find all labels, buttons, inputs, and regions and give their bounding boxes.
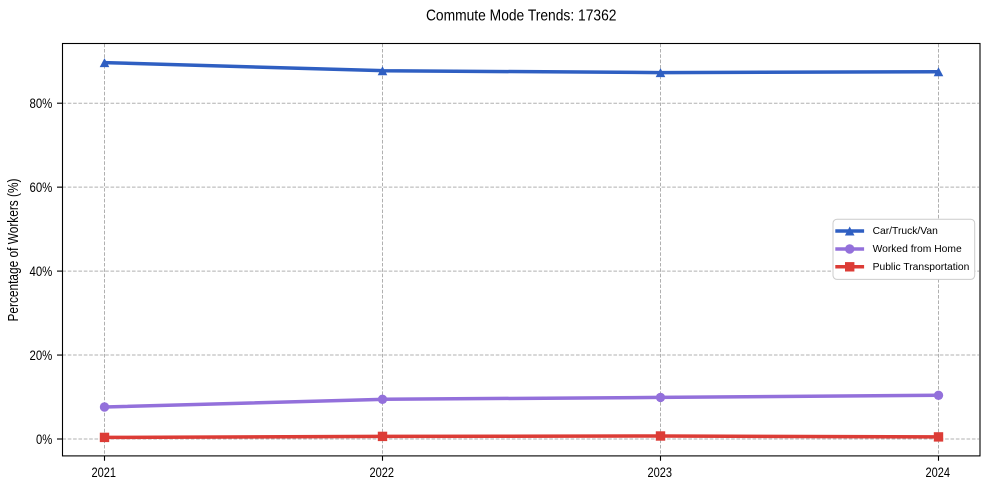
svg-text:2023: 2023 [647, 465, 672, 481]
svg-text:60%: 60% [30, 180, 53, 196]
svg-text:Commute Mode Trends: 17362: Commute Mode Trends: 17362 [426, 7, 617, 24]
svg-text:Percentage of Workers (%): Percentage of Workers (%) [6, 179, 22, 322]
svg-text:20%: 20% [30, 348, 53, 364]
svg-text:2022: 2022 [369, 465, 394, 481]
svg-text:40%: 40% [30, 264, 53, 280]
svg-text:2024: 2024 [925, 465, 950, 481]
svg-text:2021: 2021 [91, 465, 116, 481]
svg-text:0%: 0% [36, 432, 53, 448]
svg-text:Worked from Home: Worked from Home [873, 244, 962, 255]
svg-text:80%: 80% [30, 96, 53, 112]
svg-text:Public Transportation: Public Transportation [873, 262, 970, 273]
svg-text:Car/Truck/Van: Car/Truck/Van [873, 226, 939, 237]
